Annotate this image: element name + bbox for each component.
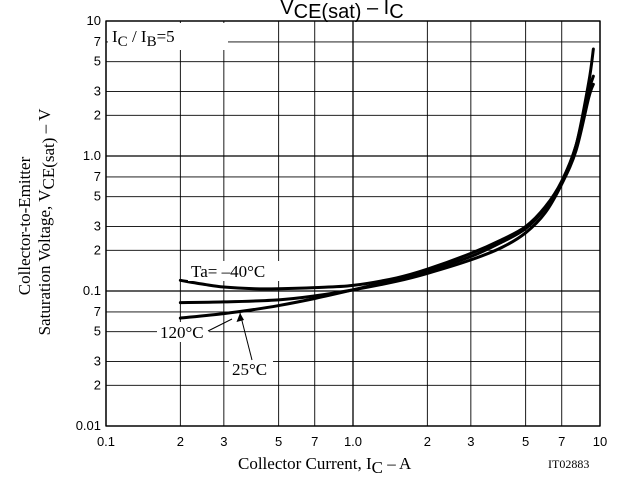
x-tick-label-2: 3 <box>220 434 227 449</box>
annotation-120c-bg <box>157 322 209 342</box>
condition-label: IC / IB=5 <box>112 27 175 50</box>
y-tick-label-2: 3 <box>94 354 101 369</box>
y-tick-label-0: 0.01 <box>76 418 101 433</box>
x-tick-label-10: 10 <box>593 434 607 449</box>
x-axis-title: Collector Current, IC – A <box>238 454 412 477</box>
y-tick-label-14: 7 <box>94 34 101 49</box>
series-line-1 <box>178 74 595 320</box>
y-axis-ticks: 0.01 2 3 5 7 0.1 2 3 5 7 1.0 2 3 5 7 10 <box>76 13 101 433</box>
y-tick-label-9: 7 <box>94 169 101 184</box>
annotation-40c: Ta= –40°C <box>191 262 265 281</box>
x-tick-label-5: 1.0 <box>344 434 362 449</box>
annotation-25c: 25°C <box>232 360 267 379</box>
y-tick-label-1: 2 <box>94 377 101 392</box>
x-tick-label-9: 7 <box>558 434 565 449</box>
plot-frame <box>105 20 601 427</box>
y-axis-title-line2: Saturation Voltage, VCE(sat) – V <box>35 108 58 336</box>
y-tick-label-8: 5 <box>94 189 101 204</box>
grid-lines <box>105 20 601 427</box>
y-axis-title-line1: Collector-to-Emitter <box>15 156 34 295</box>
y-tick-label-3: 5 <box>94 324 101 339</box>
chart-title: VCE(sat) – IC <box>280 0 403 23</box>
annotation-25c-leader <box>239 312 253 361</box>
x-axis-ticks: 0.1 2 3 5 7 1.0 2 3 5 7 10 <box>97 434 607 449</box>
x-tick-label-3: 5 <box>275 434 282 449</box>
y-tick-label-4: 7 <box>94 304 101 319</box>
y-tick-label-15: 10 <box>87 13 101 28</box>
y-tick-label-6: 2 <box>94 242 101 257</box>
y-tick-label-7: 3 <box>94 219 101 234</box>
annotation-120c-leader <box>207 318 233 332</box>
part-code: IT02883 <box>548 457 589 471</box>
y-tick-label-12: 3 <box>94 84 101 99</box>
series-line-0 <box>178 47 595 291</box>
y-tick-label-13: 5 <box>94 54 101 69</box>
series-line-2 <box>178 82 595 305</box>
x-tick-label-1: 2 <box>177 434 184 449</box>
x-tick-label-8: 5 <box>522 434 529 449</box>
x-tick-label-4: 7 <box>311 434 318 449</box>
y-tick-label-5: 0.1 <box>83 283 101 298</box>
x-tick-label-6: 2 <box>424 434 431 449</box>
condition-box <box>108 23 228 50</box>
x-tick-label-7: 3 <box>467 434 474 449</box>
data-series <box>178 47 595 320</box>
annotation-120c: 120°C <box>160 323 204 342</box>
x-tick-label-0: 0.1 <box>97 434 115 449</box>
y-tick-label-11: 2 <box>94 107 101 122</box>
y-tick-label-10: 1.0 <box>83 148 101 163</box>
annotation-25c-arrowhead <box>236 313 244 322</box>
annotation-25c-bg <box>229 359 273 379</box>
annotation-40c-bg <box>188 261 292 281</box>
